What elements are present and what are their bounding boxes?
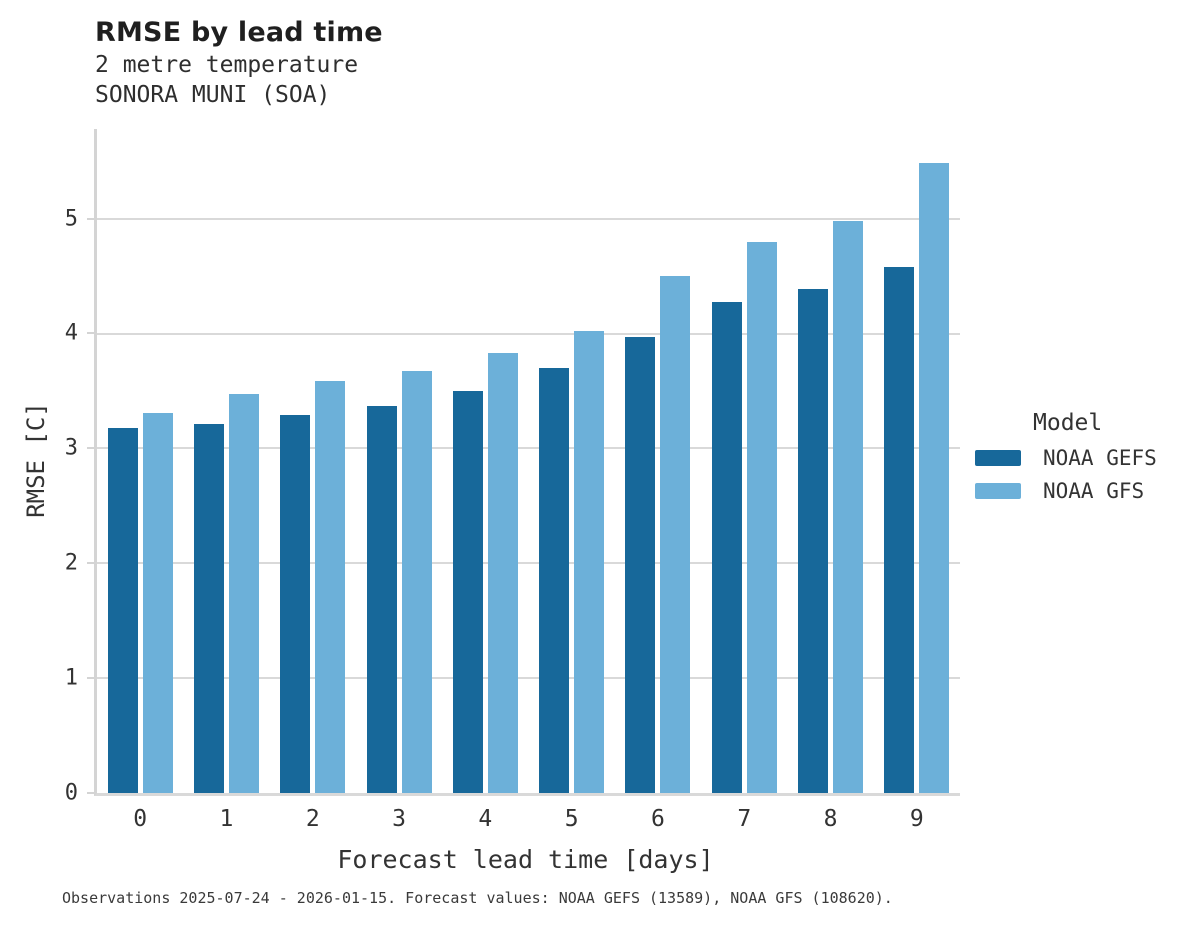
y-tick-mark-5 — [87, 217, 94, 220]
bar-noaa-gfs-lead-7 — [746, 241, 777, 793]
legend-swatch-icon — [975, 483, 1021, 499]
legend-item-noaa-gefs: NOAA GEFS — [975, 446, 1190, 470]
bar-noaa-gfs-lead-4 — [487, 353, 518, 793]
x-axis-title: Forecast lead time [days] — [337, 845, 714, 874]
legend-label: NOAA GFS — [1043, 479, 1145, 503]
x-tick-label-3: 3 — [392, 806, 406, 832]
bar-noaa-gefs-lead-9 — [884, 266, 915, 793]
x-tick-label-6: 6 — [651, 806, 665, 832]
x-tick-label-1: 1 — [219, 806, 234, 832]
legend: Model NOAA GEFS NOAA GFS — [975, 410, 1190, 516]
bar-noaa-gfs-lead-8 — [833, 220, 864, 793]
bar-noaa-gefs-lead-5 — [539, 367, 570, 793]
y-tick-label-5: 5 — [64, 206, 78, 232]
bar-noaa-gefs-lead-6 — [625, 336, 656, 793]
chart-title: RMSE by lead time — [95, 17, 383, 48]
bar-noaa-gfs-lead-5 — [574, 331, 605, 793]
gridline-y-4 — [97, 332, 960, 335]
legend-swatch-icon — [975, 450, 1021, 466]
gridline-y-3 — [97, 447, 960, 450]
bar-noaa-gefs-lead-3 — [366, 405, 397, 793]
x-tick-label-9: 9 — [909, 806, 924, 832]
x-tick-label-7: 7 — [737, 806, 752, 832]
y-tick-label-3: 3 — [64, 435, 78, 461]
x-tick-label-4: 4 — [478, 806, 493, 832]
bar-noaa-gefs-lead-2 — [280, 415, 311, 793]
gridline-y-2 — [97, 562, 960, 565]
legend-label: NOAA GEFS — [1043, 446, 1157, 470]
gridline-y-5 — [97, 217, 960, 220]
x-tick-label-5: 5 — [564, 806, 579, 832]
bar-noaa-gfs-lead-6 — [660, 276, 691, 793]
plot-area — [94, 129, 960, 796]
y-tick-mark-1 — [87, 677, 94, 680]
y-tick-mark-0 — [87, 792, 94, 794]
y-tick-label-2: 2 — [64, 550, 78, 576]
bar-noaa-gfs-lead-1 — [228, 394, 259, 793]
y-tick-label-1: 1 — [64, 665, 78, 691]
chart-subtitle-variable: 2 metre temperature — [95, 52, 359, 78]
bar-noaa-gfs-lead-0 — [142, 412, 173, 793]
gridline-y-1 — [97, 677, 960, 680]
bar-noaa-gfs-lead-3 — [401, 371, 432, 793]
x-tick-label-8: 8 — [823, 806, 838, 832]
y-tick-mark-4 — [87, 332, 94, 335]
chart-subtitle-station: SONORA MUNI (SOA) — [95, 82, 331, 108]
x-tick-label-2: 2 — [305, 806, 320, 832]
bar-noaa-gefs-lead-1 — [193, 424, 224, 793]
legend-items: NOAA GEFS NOAA GFS — [975, 446, 1190, 503]
caption: Observations 2025-07-24 - 2026-01-15. Fo… — [62, 889, 893, 907]
legend-item-noaa-gfs: NOAA GFS — [975, 479, 1190, 503]
bar-noaa-gefs-lead-7 — [711, 302, 742, 793]
bar-noaa-gfs-lead-9 — [919, 163, 950, 793]
y-tick-mark-3 — [87, 447, 94, 450]
bar-noaa-gfs-lead-2 — [315, 380, 346, 793]
bar-noaa-gefs-lead-8 — [798, 288, 829, 793]
y-tick-label-4: 4 — [64, 320, 78, 346]
y-tick-label-0: 0 — [64, 780, 78, 806]
y-tick-mark-2 — [87, 562, 94, 565]
legend-title: Model — [1033, 410, 1103, 436]
bar-noaa-gefs-lead-0 — [107, 427, 138, 793]
x-tick-label-0: 0 — [133, 806, 148, 832]
bar-noaa-gefs-lead-4 — [452, 390, 483, 793]
